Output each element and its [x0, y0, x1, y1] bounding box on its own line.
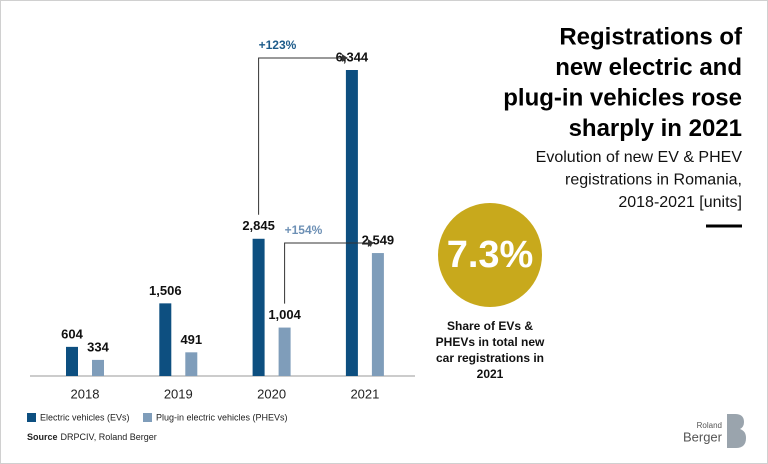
bar [252, 238, 265, 376]
highlight-circle [438, 203, 542, 307]
chart-subtitle: registrations in Romania, [565, 172, 742, 189]
value-label: 604 [61, 326, 83, 341]
bar [371, 253, 384, 376]
growth-label: +154% [285, 223, 323, 237]
value-label: 491 [180, 332, 202, 347]
x-tick-label: 2020 [257, 386, 286, 401]
bar [185, 352, 198, 376]
growth-arrow [284, 242, 368, 304]
logo-line2: Berger [683, 429, 723, 444]
bar [159, 303, 172, 376]
x-tick-label: 2019 [164, 386, 193, 401]
highlight-value: 7.3% [447, 234, 534, 276]
x-tick-label: 2018 [71, 386, 100, 401]
value-label: 2,549 [362, 232, 395, 247]
highlight-caption: 2021 [477, 367, 504, 381]
growth-label: +123% [259, 38, 297, 52]
highlight-caption: PHEVs in total new [436, 335, 545, 349]
chart-title: Registrations of [559, 23, 743, 50]
highlight-caption: Share of EVs & [447, 319, 533, 333]
legend-label: Electric vehicles (EVs) [40, 412, 130, 422]
bar [278, 327, 291, 376]
bar [66, 346, 78, 376]
chart-subtitle: Evolution of new EV & PHEV [536, 149, 743, 166]
chart-title: sharply in 2021 [569, 115, 742, 142]
value-label: 6,344 [336, 49, 369, 64]
source-note: Source DRPCIV, Roland Berger [27, 432, 157, 442]
legend-swatch [143, 413, 152, 422]
legend-label: Plug-in electric vehicles (PHEVs) [156, 412, 288, 422]
x-tick-label: 2021 [350, 386, 379, 401]
bar [345, 70, 358, 376]
source-text: DRPCIV, Roland Berger [61, 432, 157, 442]
source-label: Source [27, 432, 58, 442]
logo-line1: Roland [697, 421, 722, 430]
value-label: 334 [87, 339, 109, 354]
growth-arrow [258, 57, 342, 215]
bar [92, 359, 104, 376]
value-label: 1,004 [268, 307, 301, 322]
value-label: 1,506 [149, 283, 182, 298]
logo-mark [727, 414, 746, 448]
arrow-head [367, 239, 374, 247]
chart-subtitle: 2018-2021 [units] [618, 194, 742, 211]
chart-title: new electric and [555, 54, 742, 81]
chart-title: plug-in vehicles rose [503, 84, 742, 111]
legend-swatch [27, 413, 36, 422]
arrow-head [341, 54, 348, 62]
highlight-caption: car registrations in [436, 351, 544, 365]
value-label: 2,845 [242, 218, 275, 233]
